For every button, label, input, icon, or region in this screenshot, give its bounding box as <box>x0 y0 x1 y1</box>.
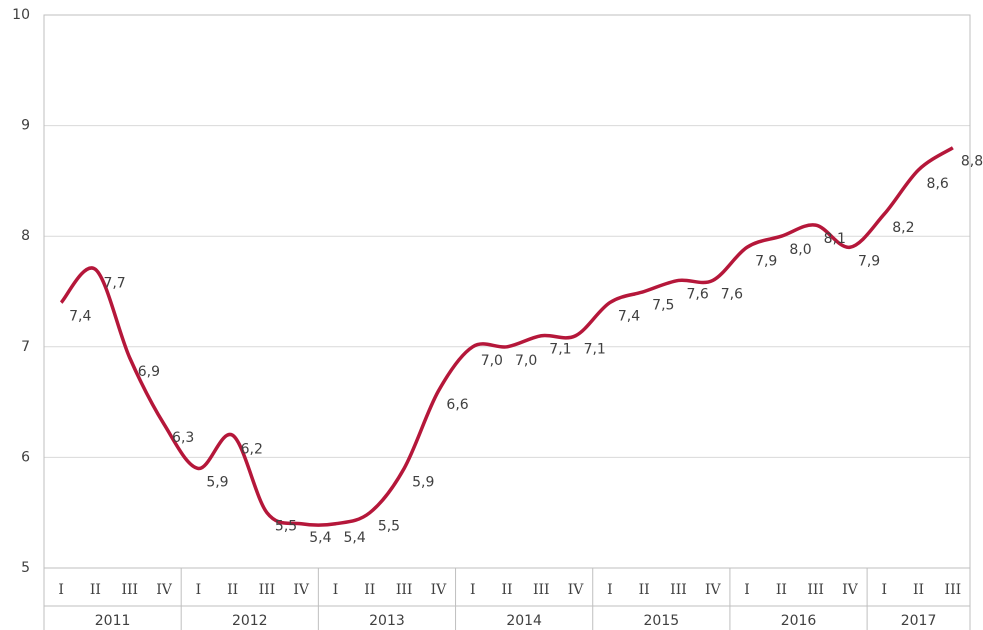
data-label: 8,1 <box>824 231 846 247</box>
data-label: 7,7 <box>103 275 125 291</box>
group-label: 2017 <box>901 613 937 629</box>
x-tick-label: III <box>670 582 687 598</box>
x-tick-label: III <box>121 582 138 598</box>
y-tick-label: 5 <box>21 560 30 576</box>
data-label: 7,9 <box>755 253 777 269</box>
x-tick-label: I <box>196 582 202 598</box>
x-tick-label: I <box>881 582 887 598</box>
data-label: 8,2 <box>892 220 914 236</box>
x-tick-label: I <box>58 582 64 598</box>
group-label: 2014 <box>506 613 542 629</box>
group-label: 2015 <box>644 613 680 629</box>
x-tick-label: I <box>333 582 339 598</box>
data-label: 8,0 <box>789 242 811 258</box>
data-label: 7,9 <box>858 253 880 269</box>
x-tick-label: II <box>639 582 650 598</box>
data-label: 5,9 <box>206 474 228 490</box>
x-tick-label: I <box>607 582 613 598</box>
data-label: 6,2 <box>241 441 263 457</box>
x-tick-label: IV <box>293 582 310 598</box>
data-label: 7,5 <box>652 298 674 314</box>
x-tick-label: IV <box>568 582 585 598</box>
data-label: 7,6 <box>686 286 708 302</box>
data-label: 5,4 <box>309 530 331 546</box>
x-tick-label: II <box>776 582 787 598</box>
group-label: 2013 <box>369 613 405 629</box>
x-tick-label: II <box>364 582 375 598</box>
x-tick-label: III <box>945 582 962 598</box>
x-tick-label: I <box>744 582 750 598</box>
x-tick-label: II <box>501 582 512 598</box>
group-label: 2011 <box>95 613 131 629</box>
x-tick-label: II <box>227 582 238 598</box>
x-tick-label: IV <box>705 582 722 598</box>
data-label: 5,9 <box>412 474 434 490</box>
x-tick-label: II <box>90 582 101 598</box>
data-label: 6,3 <box>172 430 194 446</box>
y-tick-label: 6 <box>21 449 30 465</box>
x-tick-label: IV <box>156 582 173 598</box>
data-label: 6,6 <box>446 397 468 413</box>
data-label: 7,1 <box>549 342 571 358</box>
data-label: 7,4 <box>69 309 91 325</box>
data-label: 6,9 <box>138 364 160 380</box>
x-tick-label: III <box>533 582 550 598</box>
y-tick-label: 8 <box>21 228 30 244</box>
x-tick-label: III <box>396 582 413 598</box>
plot-border <box>43 14 971 569</box>
x-tick-label: I <box>470 582 476 598</box>
y-tick-label: 10 <box>12 7 30 23</box>
line <box>59 146 954 527</box>
data-label: 7,4 <box>618 309 640 325</box>
data-label: 7,0 <box>515 353 537 369</box>
data-label: 5,5 <box>378 519 400 535</box>
data-label: 5,4 <box>344 530 366 546</box>
y-tick-label: 7 <box>21 339 30 355</box>
x-tick-label: III <box>259 582 276 598</box>
x-tick-label: III <box>807 582 824 598</box>
data-label: 7,1 <box>584 342 606 358</box>
y-tick-label: 9 <box>21 118 30 134</box>
group-label: 2016 <box>781 613 817 629</box>
group-label: 2012 <box>232 613 268 629</box>
x-tick-label: IV <box>431 582 448 598</box>
data-label: 8,8 <box>961 154 983 170</box>
data-label: 7,0 <box>481 353 503 369</box>
data-label: 8,6 <box>927 176 949 192</box>
data-label: 5,5 <box>275 519 297 535</box>
x-tick-label: II <box>913 582 924 598</box>
x-tick-label: IV <box>842 582 859 598</box>
data-label: 7,6 <box>721 286 743 302</box>
